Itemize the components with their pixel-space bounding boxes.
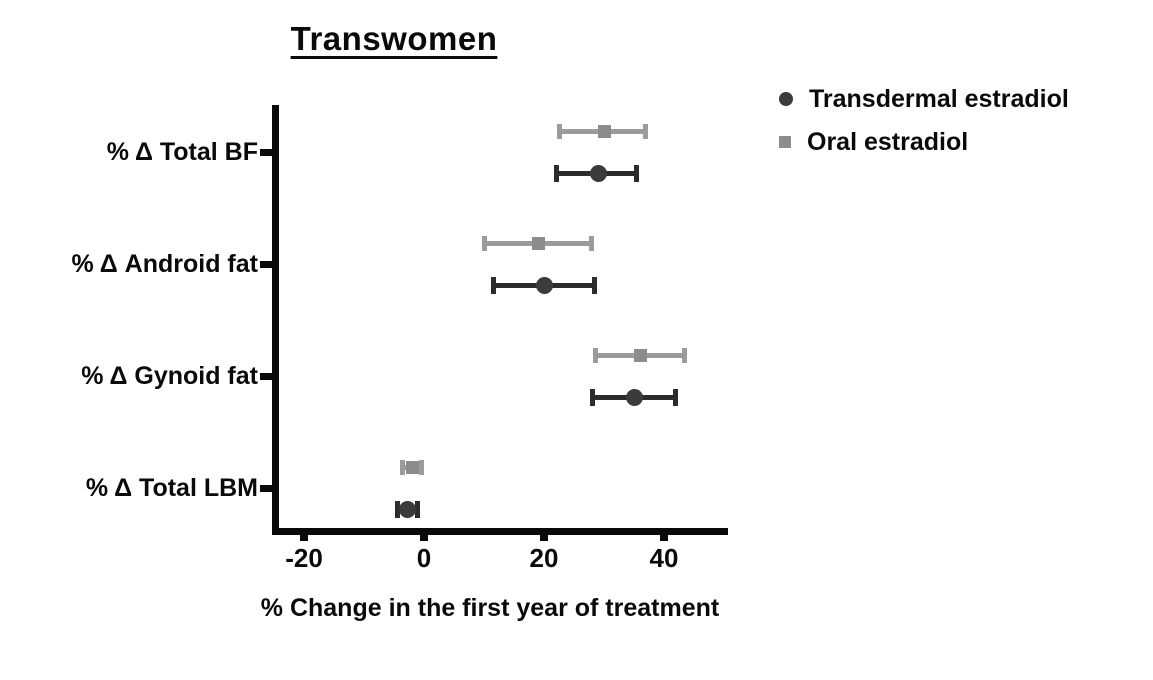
x-axis-tick bbox=[420, 535, 428, 541]
legend-item-oral-estradiol: Oral estradiol bbox=[779, 125, 1069, 159]
y-axis-tick bbox=[260, 373, 272, 380]
square-marker-oral-estradiol-android-fat bbox=[531, 236, 545, 250]
square-marker-icon bbox=[779, 136, 791, 148]
error-bar-cap-left-transdermal-estradiol-android-fat bbox=[491, 276, 496, 294]
error-bar-cap-left-oral-estradiol-total-bf bbox=[557, 123, 562, 139]
y-axis-tick bbox=[260, 485, 272, 492]
error-bar-cap-right-oral-estradiol-gynoid-fat bbox=[682, 347, 687, 363]
error-bar-cap-right-transdermal-estradiol-total-bf bbox=[634, 164, 639, 182]
error-bar-cap-right-transdermal-estradiol-android-fat bbox=[592, 276, 597, 294]
error-bar-cap-left-transdermal-estradiol-total-lbm bbox=[395, 500, 400, 518]
y-axis-tick bbox=[260, 261, 272, 268]
chart-title: Transwomen bbox=[290, 20, 498, 57]
square-marker-oral-estradiol-total-lbm bbox=[405, 460, 419, 474]
legend-label: Oral estradiol bbox=[807, 127, 969, 156]
legend-item-transdermal-estradiol: Transdermal estradiol bbox=[779, 82, 1069, 116]
y-axis-line bbox=[272, 105, 279, 535]
circle-marker-transdermal-estradiol-android-fat bbox=[535, 276, 553, 294]
x-axis-tick bbox=[660, 535, 668, 541]
x-axis-tick-label: 0 bbox=[416, 543, 432, 573]
x-axis-tick bbox=[540, 535, 548, 541]
error-bar-cap-left-oral-estradiol-total-lbm bbox=[399, 459, 405, 475]
x-axis-tick-label: 40 bbox=[649, 543, 679, 573]
circle-marker-transdermal-estradiol-total-bf bbox=[589, 164, 607, 182]
circle-marker-icon bbox=[779, 92, 793, 106]
category-label: % Δ Total LBM bbox=[85, 474, 258, 502]
square-marker-oral-estradiol-total-bf bbox=[597, 124, 611, 138]
error-bar-cap-right-transdermal-estradiol-total-lbm bbox=[415, 500, 420, 518]
circle-marker-transdermal-estradiol-total-lbm bbox=[399, 500, 417, 518]
error-bar-cap-right-oral-estradiol-android-fat bbox=[589, 235, 594, 251]
y-axis-tick bbox=[260, 149, 272, 156]
error-bar-cap-right-transdermal-estradiol-gynoid-fat bbox=[673, 388, 678, 406]
legend-label: Transdermal estradiol bbox=[809, 84, 1069, 113]
error-bar-cap-left-transdermal-estradiol-gynoid-fat bbox=[590, 388, 595, 406]
error-bar-cap-left-oral-estradiol-android-fat bbox=[482, 235, 487, 251]
x-axis-line bbox=[272, 528, 728, 535]
x-axis-tick bbox=[300, 535, 308, 541]
category-label: % Δ Total BF bbox=[106, 138, 258, 166]
x-axis-tick-label: -20 bbox=[285, 543, 323, 573]
error-bar-cap-left-oral-estradiol-gynoid-fat bbox=[593, 347, 598, 363]
legend: Transdermal estradiol Oral estradiol bbox=[779, 82, 1069, 159]
error-bar-cap-left-transdermal-estradiol-total-bf bbox=[554, 164, 559, 182]
category-label: % Δ Android fat bbox=[71, 250, 258, 278]
category-label: % Δ Gynoid fat bbox=[81, 362, 258, 390]
square-marker-oral-estradiol-gynoid-fat bbox=[633, 348, 647, 362]
circle-marker-transdermal-estradiol-gynoid-fat bbox=[625, 388, 643, 406]
x-axis-title: % Change in the first year of treatment bbox=[260, 594, 720, 622]
error-bar-cap-right-oral-estradiol-total-bf bbox=[643, 123, 648, 139]
x-axis-tick-label: 20 bbox=[529, 543, 559, 573]
error-bar-cap-right-oral-estradiol-total-lbm bbox=[419, 459, 425, 475]
